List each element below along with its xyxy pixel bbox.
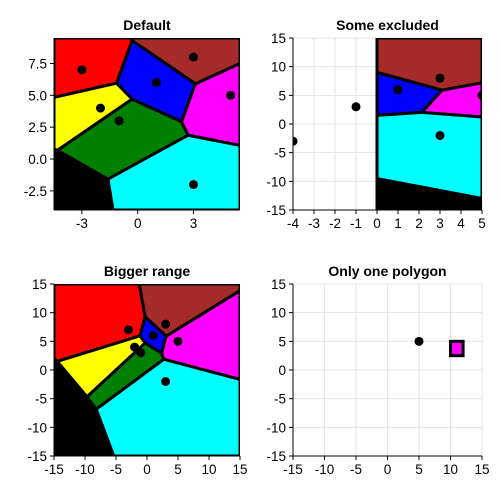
panel-title: Default	[123, 17, 171, 33]
data-point	[114, 116, 124, 126]
x-tick-label: 4	[457, 216, 465, 231]
y-tick-label: 15	[32, 277, 47, 292]
x-tick-label: 10	[201, 462, 216, 477]
y-tick-label: 15	[271, 31, 286, 46]
x-tick-label: 1	[394, 216, 402, 231]
y-tick-label: 0	[278, 117, 286, 132]
y-tick-label: 10	[271, 60, 286, 75]
x-tick-label: 0	[373, 216, 381, 231]
data-point	[136, 348, 146, 358]
x-tick-label: -10	[315, 462, 335, 477]
data-point	[247, 206, 256, 215]
plot-content	[414, 336, 465, 358]
y-tick-label: -15	[266, 449, 286, 464]
y-tick-label: 5	[278, 88, 286, 103]
plot-content	[54, 38, 240, 210]
data-point	[173, 336, 183, 346]
panel-3: -15 -10 -5 0 5 10 15 -15 -10 -5 0 5 10 15 Bigger range	[19, 263, 247, 477]
x-tick-label: -3	[308, 216, 320, 231]
data-point	[19, 423, 28, 432]
y-tick-label: -5	[35, 392, 47, 407]
x-tick-label: 3	[190, 216, 198, 231]
x-tick-label: 3	[436, 216, 444, 231]
voronoi-cell	[375, 177, 482, 210]
x-tick-label: 15	[232, 462, 247, 477]
y-tick-label: -5	[274, 146, 286, 161]
data-point	[151, 78, 161, 88]
plot-content	[247, 38, 482, 215]
x-tick-label: 5	[415, 462, 423, 477]
y-tick-label: 2.5	[28, 120, 47, 135]
data-point	[189, 52, 198, 62]
data-point	[123, 325, 133, 335]
x-tick-label: 0	[143, 462, 151, 477]
data-point	[393, 85, 403, 95]
voronoi-cell	[449, 339, 465, 358]
plot-content	[19, 284, 240, 456]
x-tick-label: -1	[350, 216, 362, 231]
x-tick-label: 5	[174, 462, 182, 477]
data-point	[226, 90, 236, 100]
x-tick-label: -3	[76, 216, 88, 231]
y-tick-label: 7.5	[28, 56, 47, 71]
data-point	[130, 342, 140, 352]
voronoi-cell	[54, 357, 116, 456]
y-tick-label: 10	[32, 306, 47, 321]
y-tick-label: 5.0	[28, 88, 47, 103]
x-tick-label: 15	[474, 462, 489, 477]
data-point	[148, 331, 158, 341]
data-point	[435, 73, 445, 83]
y-tick-label: 0.0	[28, 152, 47, 167]
y-tick-label: 5	[278, 334, 286, 349]
data-point	[161, 319, 171, 329]
data-point	[351, 102, 361, 112]
data-point	[477, 90, 482, 100]
y-tick-label: -15	[266, 203, 286, 218]
x-tick-label: -5	[110, 462, 122, 477]
panel-title: Bigger range	[104, 263, 191, 279]
data-point	[189, 180, 198, 190]
data-point	[77, 65, 87, 75]
y-tick-label: 0	[39, 363, 47, 378]
data-point	[293, 136, 298, 146]
y-tick-label: -10	[266, 420, 286, 435]
data-point	[414, 336, 424, 346]
y-tick-label: -2.5	[24, 184, 47, 199]
x-tick-label: -4	[287, 216, 299, 231]
data-point	[96, 103, 105, 113]
x-tick-label: 5	[478, 216, 486, 231]
x-tick-label: -15	[283, 462, 303, 477]
y-tick-label: 10	[271, 306, 286, 321]
panel-4: -15 -10 -5 0 5 10 15 -15 -10 -5 0 5 10 15 Only one pol…	[266, 263, 489, 477]
y-tick-label: 5	[39, 334, 47, 349]
x-tick-label: 2	[415, 216, 423, 231]
panel-title: Only one polygon	[328, 263, 446, 279]
x-tick-label: -15	[44, 462, 64, 477]
x-tick-label: -10	[75, 462, 95, 477]
data-point	[161, 376, 171, 386]
x-tick-label: -5	[350, 462, 362, 477]
y-tick-label: -10	[266, 174, 286, 189]
y-tick-label: -5	[274, 392, 286, 407]
y-tick-label: -15	[27, 449, 47, 464]
y-tick-label: 15	[271, 277, 286, 292]
y-tick-label: -10	[27, 420, 47, 435]
voronoi-cell	[54, 147, 115, 210]
x-tick-label: 10	[443, 462, 458, 477]
x-tick-label: 0	[384, 462, 392, 477]
panel-title: Some excluded	[336, 17, 439, 33]
y-tick-label: 0	[278, 363, 286, 378]
x-tick-label: 0	[134, 216, 142, 231]
panel-1: -3 0 3 -2.5 0.0 2.5 5.0 7.5 Default	[24, 17, 240, 231]
data-point	[435, 130, 445, 140]
x-tick-label: -2	[329, 216, 341, 231]
